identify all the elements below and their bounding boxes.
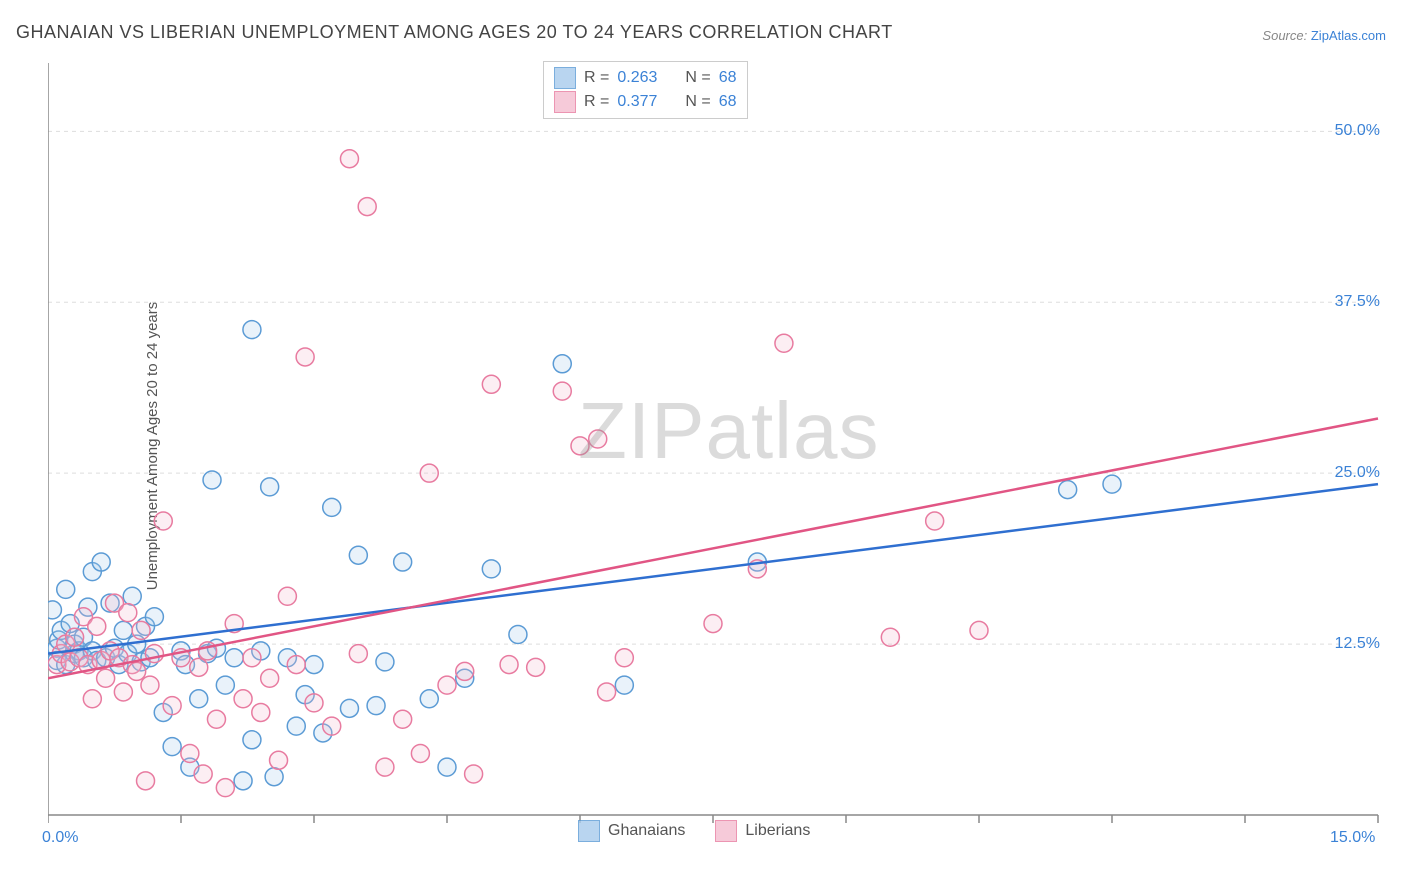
- r-value: 0.377: [617, 90, 657, 114]
- legend-swatch: [554, 91, 576, 113]
- x-axis-origin-label: 0.0%: [42, 829, 78, 847]
- source-link[interactable]: ZipAtlas.com: [1311, 28, 1386, 43]
- y-tick-label: 50.0%: [1335, 122, 1380, 140]
- y-tick-label: 25.0%: [1335, 464, 1380, 482]
- legend-swatch: [554, 67, 576, 89]
- plot-svg: [48, 55, 1388, 843]
- source-label: Source:: [1262, 28, 1307, 43]
- x-axis-end-label: 15.0%: [1330, 829, 1375, 847]
- legend-row: R = 0.263 N = 68: [554, 66, 737, 90]
- n-value: 68: [719, 90, 737, 114]
- y-tick-label: 12.5%: [1335, 635, 1380, 653]
- r-label: R =: [584, 66, 609, 90]
- series-name: Liberians: [745, 822, 810, 840]
- series-legend: Ghanaians Liberians: [578, 820, 810, 842]
- legend-swatch: [578, 820, 600, 842]
- n-label: N =: [685, 90, 710, 114]
- series-legend-item: Liberians: [715, 820, 810, 842]
- r-value: 0.263: [617, 66, 657, 90]
- legend-row: R = 0.377 N = 68: [554, 90, 737, 114]
- series-name: Ghanaians: [608, 822, 685, 840]
- legend-swatch: [715, 820, 737, 842]
- source-attribution: Source: ZipAtlas.com: [1262, 28, 1386, 43]
- series-legend-item: Ghanaians: [578, 820, 685, 842]
- correlation-legend: R = 0.263 N = 68 R = 0.377 N = 68: [543, 61, 748, 119]
- n-label: N =: [685, 66, 710, 90]
- y-tick-label: 37.5%: [1335, 293, 1380, 311]
- n-value: 68: [719, 66, 737, 90]
- chart-title: GHANAIAN VS LIBERIAN UNEMPLOYMENT AMONG …: [16, 22, 893, 43]
- scatter-plot: ZIPatlas R =0.263N =68R =0.377N =68 Ghan…: [48, 55, 1388, 843]
- r-label: R =: [584, 90, 609, 114]
